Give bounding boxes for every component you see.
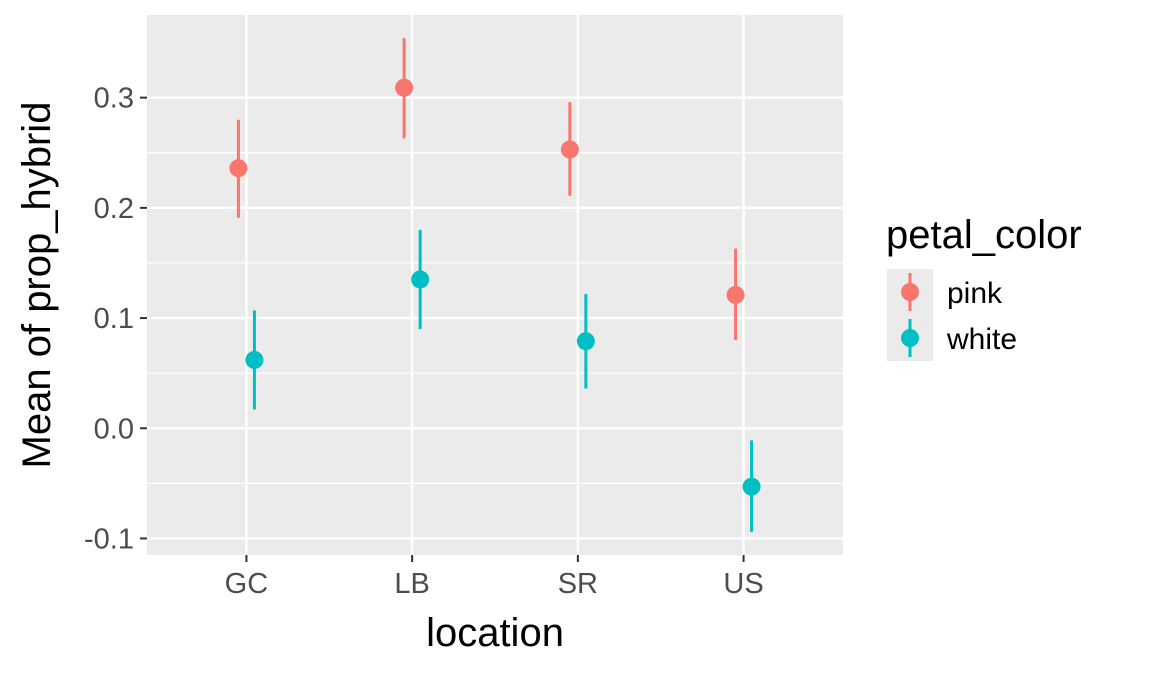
series-pink bbox=[229, 38, 745, 341]
legend-key-point bbox=[901, 329, 919, 347]
y-tick-label: 0.3 bbox=[94, 83, 134, 115]
legend-item-white: white bbox=[887, 315, 1017, 361]
legend-label: pink bbox=[947, 277, 1003, 310]
minor-gridlines bbox=[147, 152, 843, 484]
x-tick-label: GC bbox=[225, 568, 269, 600]
legend-key-point bbox=[901, 283, 919, 301]
data-point bbox=[576, 332, 595, 351]
x-tick-label: SR bbox=[558, 568, 598, 600]
legend: petal_color pink white bbox=[886, 213, 1082, 361]
y-tick-label: 0.2 bbox=[94, 193, 134, 225]
series-layer bbox=[229, 38, 761, 532]
data-point bbox=[560, 140, 579, 159]
legend-items: pink white bbox=[887, 269, 1017, 361]
y-axis-title: Mean of prop_hybrid bbox=[15, 102, 59, 469]
data-point bbox=[411, 270, 430, 289]
plot-panel bbox=[147, 15, 843, 555]
x-axis: GC LB SR US bbox=[225, 555, 764, 600]
y-tick-label: 0.1 bbox=[94, 303, 134, 335]
major-gridlines bbox=[147, 15, 843, 555]
y-tick-label: -0.1 bbox=[84, 523, 134, 555]
x-tick-label: LB bbox=[394, 568, 429, 600]
legend-label: white bbox=[946, 323, 1017, 356]
series-white bbox=[245, 229, 761, 532]
data-point bbox=[726, 285, 745, 304]
data-point bbox=[742, 477, 761, 496]
y-axis: -0.1 0.0 0.1 0.2 0.3 bbox=[84, 83, 147, 555]
data-point bbox=[395, 78, 414, 97]
y-tick-label: 0.0 bbox=[94, 413, 134, 445]
legend-item-pink: pink bbox=[887, 269, 1003, 315]
x-tick-label: US bbox=[723, 568, 763, 600]
legend-title: petal_color bbox=[886, 213, 1082, 257]
x-axis-title: location bbox=[426, 611, 564, 655]
data-point bbox=[245, 350, 264, 369]
data-point bbox=[229, 159, 248, 178]
